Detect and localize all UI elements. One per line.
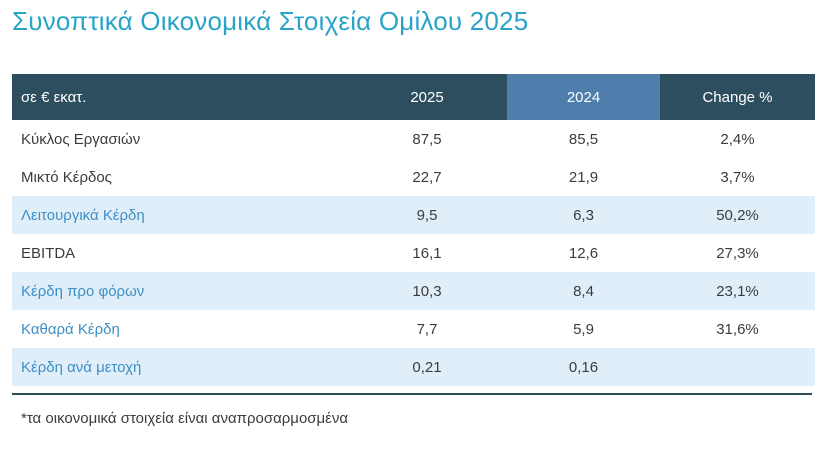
row-label: EBITDA [12, 234, 347, 272]
page-title: Συνοπτικά Οικονομικά Στοιχεία Ομίλου 202… [12, 6, 528, 37]
row-label: Κύκλος Εργασιών [12, 120, 347, 158]
table-bottom-divider [12, 393, 812, 395]
value-2025: 22,7 [347, 158, 507, 196]
value-2024: 8,4 [507, 272, 660, 310]
table-row-operating-profit: Λειτουργικά Κέρδη 9,5 6,3 50,2% [12, 196, 815, 234]
table-row-revenue: Κύκλος Εργασιών 87,5 85,5 2,4% [12, 120, 815, 158]
header-year-2024: 2024 [507, 74, 660, 120]
table-row-profit-before-tax: Κέρδη προ φόρων 10,3 8,4 23,1% [12, 272, 815, 310]
value-change: 50,2% [660, 196, 815, 234]
table-row-ebitda: EBITDA 16,1 12,6 27,3% [12, 234, 815, 272]
financial-summary-page: Συνοπτικά Οικονομικά Στοιχεία Ομίλου 202… [0, 0, 831, 449]
row-label: Λειτουργικά Κέρδη [12, 196, 347, 234]
header-change: Change % [660, 74, 815, 120]
value-2025: 16,1 [347, 234, 507, 272]
value-2025: 10,3 [347, 272, 507, 310]
table-header-row: σε € εκατ. 2025 2024 Change % [12, 74, 815, 120]
row-label: Κέρδη προ φόρων [12, 272, 347, 310]
value-2024: 12,6 [507, 234, 660, 272]
value-2024: 5,9 [507, 310, 660, 348]
value-2024: 85,5 [507, 120, 660, 158]
value-2024: 21,9 [507, 158, 660, 196]
value-2025: 0,21 [347, 348, 507, 386]
value-change: 3,7% [660, 158, 815, 196]
row-label: Μικτό Κέρδος [12, 158, 347, 196]
value-2025: 9,5 [347, 196, 507, 234]
value-change: 27,3% [660, 234, 815, 272]
value-2025: 87,5 [347, 120, 507, 158]
financial-table: σε € εκατ. 2025 2024 Change % Κύκλος Εργ… [12, 74, 815, 386]
value-2024: 6,3 [507, 196, 660, 234]
table-row-net-profit: Καθαρά Κέρδη 7,7 5,9 31,6% [12, 310, 815, 348]
value-change [660, 348, 815, 386]
value-change: 2,4% [660, 120, 815, 158]
value-2024: 0,16 [507, 348, 660, 386]
row-label: Κέρδη ανά μετοχή [12, 348, 347, 386]
header-unit-label: σε € εκατ. [12, 74, 347, 120]
table-row-eps: Κέρδη ανά μετοχή 0,21 0,16 [12, 348, 815, 386]
value-2025: 7,7 [347, 310, 507, 348]
footnote: *τα οικονομικά στοιχεία είναι αναπροσαρμ… [21, 410, 348, 427]
header-year-2025: 2025 [347, 74, 507, 120]
value-change: 23,1% [660, 272, 815, 310]
table-row-gross-profit: Μικτό Κέρδος 22,7 21,9 3,7% [12, 158, 815, 196]
value-change: 31,6% [660, 310, 815, 348]
row-label: Καθαρά Κέρδη [12, 310, 347, 348]
